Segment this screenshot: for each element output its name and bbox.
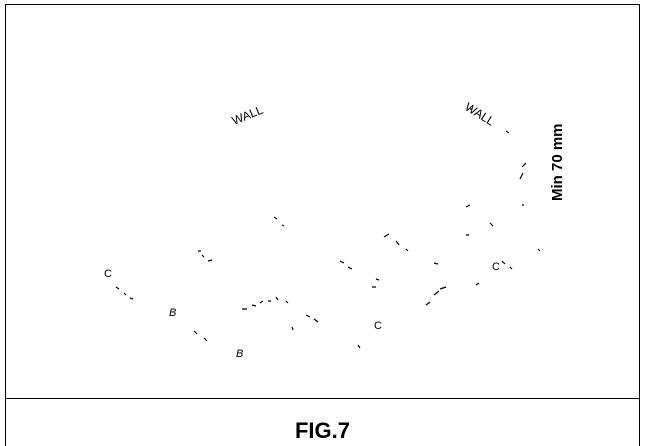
callout-c-left: C [104, 268, 112, 280]
technical-drawing: WALL WALL Min 70 mm C B B C C [104, 100, 566, 360]
drawing-frame: WALL WALL Min 70 mm C B B C C [5, 4, 640, 399]
dimension-label: Min 70 mm [549, 123, 566, 201]
caption-area: FIG.7 [5, 398, 640, 446]
drawing-fragments [115, 108, 541, 349]
wall-label-left: WALL [230, 103, 265, 128]
callout-c-right: C [492, 261, 500, 273]
wall-label-right: WALL [462, 100, 497, 129]
callout-b-2: B [236, 348, 243, 360]
callout-c-mid: C [374, 320, 382, 332]
callout-b-1: B [169, 307, 176, 319]
figure-caption: FIG.7 [294, 418, 350, 443]
